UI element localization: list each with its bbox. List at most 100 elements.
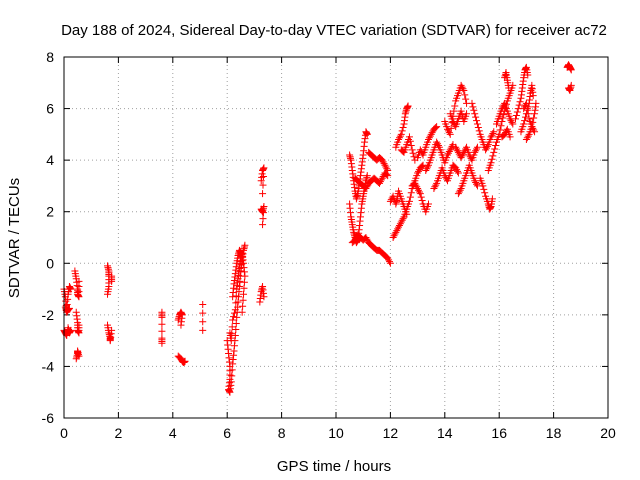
data-point <box>239 302 247 310</box>
chart-title: Day 188 of 2024, Sidereal Day-to-day VTE… <box>61 22 607 39</box>
data-point <box>376 178 384 186</box>
data-point <box>473 143 481 151</box>
data-point <box>362 234 370 241</box>
y-axis-label: SDTVAR / TECUs <box>6 178 23 298</box>
data-point <box>458 83 466 91</box>
data-point <box>497 122 505 130</box>
data-point <box>444 125 452 133</box>
data-point <box>377 176 385 184</box>
data-point <box>383 171 391 179</box>
data-point <box>259 190 267 198</box>
data-point <box>386 259 394 267</box>
data-point <box>158 339 166 347</box>
data-point <box>488 155 496 163</box>
data-point <box>408 146 416 154</box>
data-point <box>405 133 413 141</box>
data-point <box>260 164 268 172</box>
data-point <box>415 186 423 194</box>
data-point <box>240 284 248 292</box>
data-point <box>260 203 268 211</box>
data-point <box>230 309 238 317</box>
data-point <box>451 102 459 110</box>
data-point <box>405 197 413 205</box>
data-point <box>488 131 496 139</box>
data-point <box>474 123 482 131</box>
data-point <box>199 326 207 334</box>
data-point <box>447 124 455 132</box>
y-tick-label: 4 <box>46 152 54 168</box>
data-point <box>433 123 441 131</box>
data-point <box>395 221 403 229</box>
data-point <box>232 299 240 307</box>
data-point <box>395 223 403 231</box>
data-point <box>415 167 423 175</box>
data-point <box>395 134 403 142</box>
data-point <box>199 301 207 309</box>
data-point <box>524 71 532 79</box>
data-point <box>396 220 404 228</box>
data-point <box>413 183 421 191</box>
data-point <box>259 221 267 229</box>
data-point <box>399 148 407 156</box>
data-point <box>229 316 237 324</box>
data-point <box>417 193 425 201</box>
data-point <box>430 185 438 193</box>
data-point <box>259 209 267 217</box>
data-point <box>434 140 442 148</box>
x-tick-label: 12 <box>383 425 399 441</box>
data-point <box>447 144 455 152</box>
data-point <box>509 120 517 128</box>
data-point <box>391 230 399 238</box>
x-tick-label: 0 <box>60 425 68 441</box>
data-point <box>424 163 432 171</box>
data-point <box>383 165 391 173</box>
data-point <box>431 124 439 132</box>
x-tick-label: 14 <box>437 425 453 441</box>
data-point <box>473 117 481 125</box>
data-point <box>446 146 454 154</box>
data-point <box>363 172 371 180</box>
data-point <box>524 110 532 118</box>
data-point <box>393 227 401 235</box>
data-point <box>362 185 370 193</box>
data-point <box>472 147 480 155</box>
data-point <box>406 137 414 145</box>
data-point <box>240 290 248 298</box>
y-tick-label: 8 <box>46 49 54 65</box>
data-point <box>457 107 465 115</box>
data-point <box>491 145 499 153</box>
data-point <box>457 81 465 89</box>
data-point <box>530 114 538 122</box>
data-point <box>158 313 166 321</box>
data-point <box>104 290 112 298</box>
data-point <box>452 164 460 172</box>
data-point <box>158 327 166 335</box>
data-point <box>384 166 392 174</box>
data-point <box>389 234 397 241</box>
data-point <box>483 144 491 152</box>
data-point <box>363 183 371 191</box>
data-point <box>415 188 423 196</box>
data-point <box>528 123 536 131</box>
data-point <box>237 249 245 257</box>
data-point <box>529 124 537 132</box>
data-point <box>522 136 530 144</box>
data-point <box>177 321 185 329</box>
data-point <box>520 120 528 128</box>
data-point <box>67 326 75 334</box>
data-point <box>471 148 479 156</box>
data-point <box>456 186 464 194</box>
data-points <box>60 61 575 396</box>
data-point <box>158 320 166 328</box>
data-point <box>496 126 504 134</box>
data-point <box>228 323 236 331</box>
data-point <box>453 167 461 175</box>
data-point <box>397 218 405 226</box>
data-point <box>380 160 388 168</box>
data-point <box>506 133 514 141</box>
data-point <box>397 130 405 138</box>
data-point <box>471 177 479 185</box>
data-point <box>448 142 456 150</box>
data-point <box>445 148 453 156</box>
